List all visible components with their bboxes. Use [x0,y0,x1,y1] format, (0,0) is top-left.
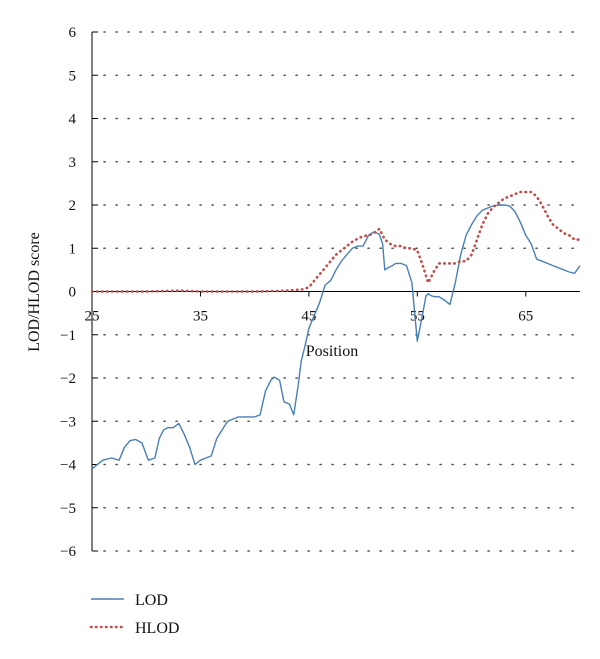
y-axis-title: LOD/HLOD score [26,232,43,352]
y-tick-label: 4 [69,112,77,128]
x-tick-label: 65 [518,309,533,325]
x-tick-label: 35 [193,309,208,325]
y-tick-label: −4 [60,458,76,474]
y-tick-label: 6 [69,25,77,41]
series-line-lod [91,204,581,470]
y-tick-label: 2 [69,198,77,214]
y-tick-label: −5 [60,501,76,517]
y-tick-label: 5 [69,68,77,84]
y-tick-label: 1 [69,241,77,257]
y-tick-label: −3 [60,414,76,430]
y-tick-label: −2 [60,371,76,387]
legend: LOD HLOD [89,592,179,637]
x-ticks: 25 35 45 55 65 [85,291,533,325]
x-axis-title: Position [306,343,358,360]
series [90,190,582,470]
y-tick-label: −6 [60,544,76,560]
legend-label-lod: LOD [135,592,168,609]
y-tick-label: 0 [69,285,77,301]
y-tick-label: −1 [60,328,76,344]
x-tick-label: 25 [85,309,100,325]
legend-label-hlod: HLOD [135,620,179,637]
axes [91,32,580,551]
y-tick-label: 3 [69,155,77,171]
series-line-hlod [90,190,582,293]
